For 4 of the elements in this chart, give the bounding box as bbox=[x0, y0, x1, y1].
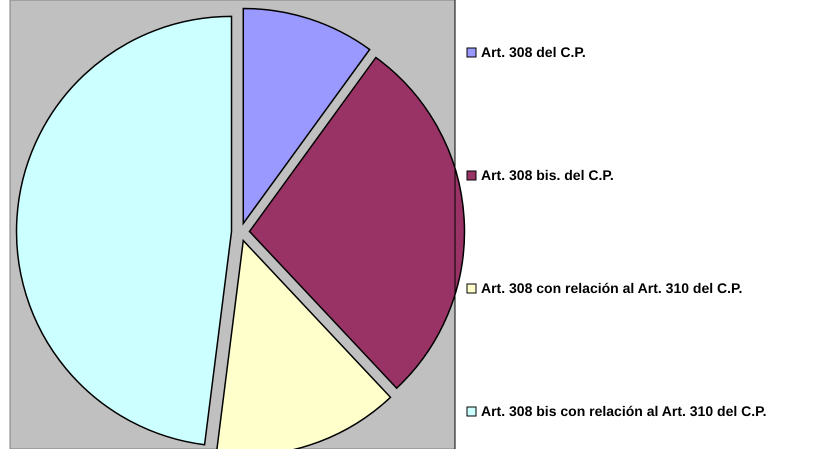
legend-label: Art. 308 bis. del C.P. bbox=[481, 167, 614, 183]
legend-label: Art. 308 con relación al Art. 310 del C.P. bbox=[481, 280, 742, 296]
legend-label: Art. 308 bis con relación al Art. 310 del C.P. bbox=[481, 403, 767, 419]
legend-label: Art. 308 del C.P. bbox=[481, 44, 586, 60]
